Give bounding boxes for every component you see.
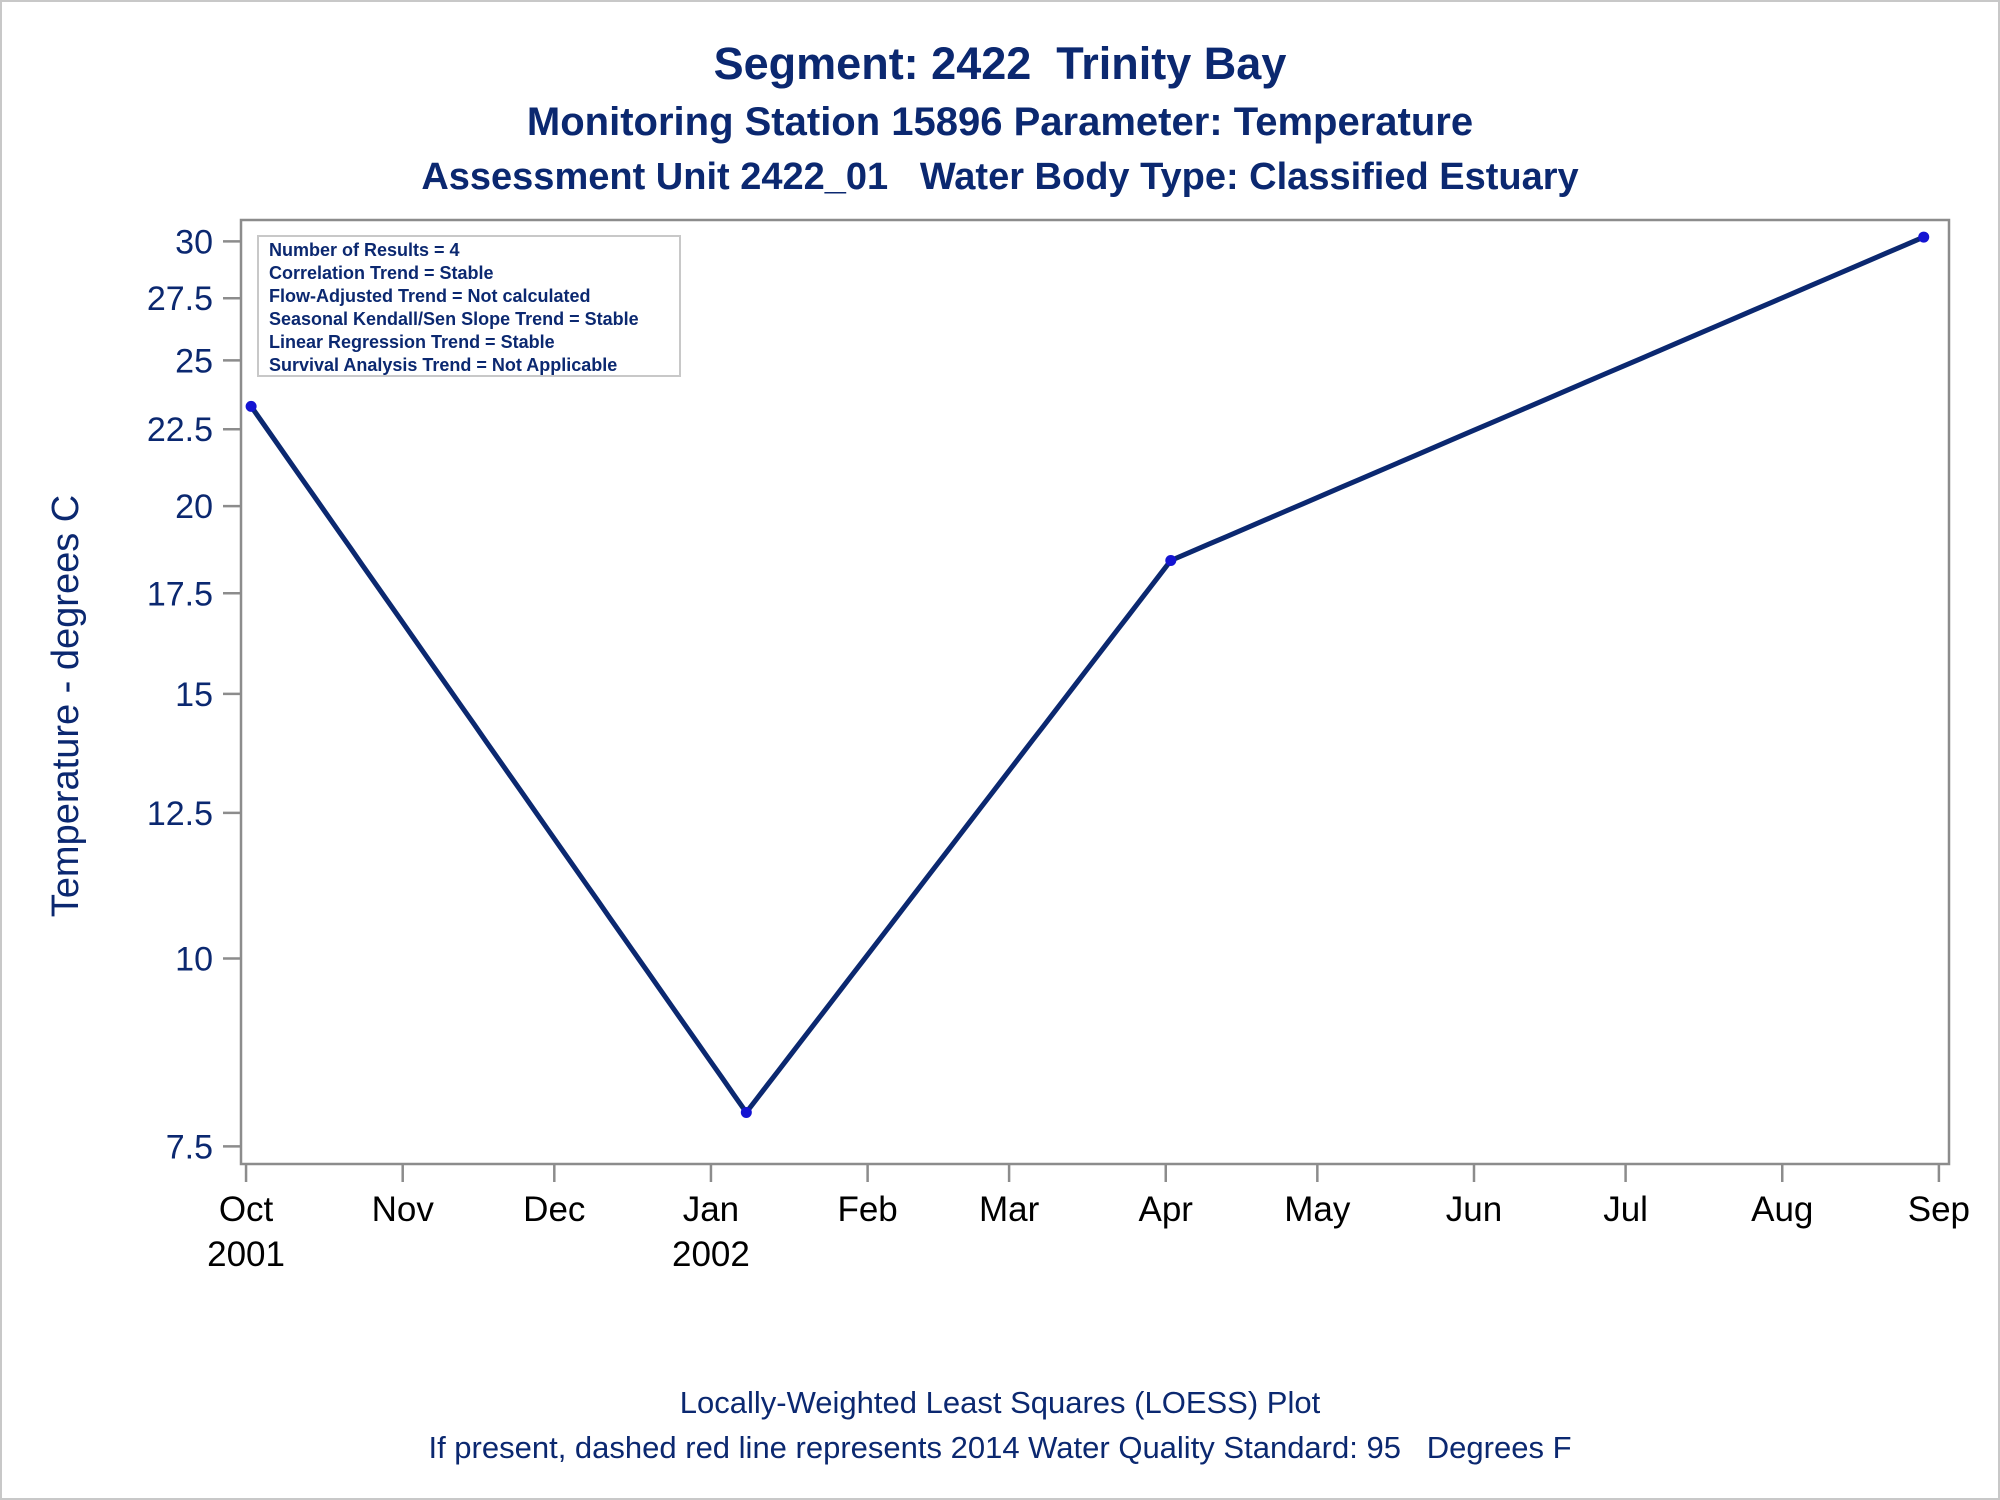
x-tick-label: Dec [523,1190,585,1229]
y-axis: 7.5 10 12.5 15 17.5 20 22.5 25 27.5 30 [147,223,241,1166]
x-tick-label: Feb [837,1190,897,1229]
x-tick-label: Apr [1139,1190,1194,1229]
data-points [245,231,1930,1118]
y-tick-label: 7.5 [166,1128,213,1166]
info-box-line: Seasonal Kendall/Sen Slope Trend = Stabl… [269,309,639,329]
info-box-line: Correlation Trend = Stable [269,263,494,283]
x-tick-label: Sep [1908,1190,1970,1229]
data-point [1165,555,1177,567]
y-tick-label: 10 [175,941,213,979]
y-axis-title: Temperature - degrees C [45,495,87,917]
x-tick-year-label: 2001 [207,1235,285,1274]
x-tick-label: Aug [1751,1190,1813,1229]
chart-subtitle-assessment: Assessment Unit 2422_01 Water Body Type:… [421,156,1579,198]
info-box-line: Survival Analysis Trend = Not Applicable [269,355,617,375]
footnote-standard: If present, dashed red line represents 2… [428,1430,1572,1465]
x-tick-label: Mar [979,1190,1040,1229]
x-tick-label: May [1284,1190,1351,1229]
y-tick-label: 30 [175,223,213,261]
y-tick-label: 27.5 [147,280,213,318]
y-tick-label: 22.5 [147,411,213,449]
y-tick-label: 12.5 [147,795,213,833]
x-tick-label: Oct [219,1190,274,1229]
data-point [245,400,257,412]
loess-curve [248,234,1927,1115]
info-box-line: Number of Results = 4 [269,240,460,260]
info-box-line: Flow-Adjusted Trend = Not calculated [269,286,591,306]
y-tick-label: 20 [175,488,213,526]
chart-title: Segment: 2422 Trinity Bay [713,38,1287,89]
x-tick-year-label: 2002 [672,1235,750,1274]
x-tick-label: Jun [1446,1190,1502,1229]
x-tick-label: Jan [683,1190,739,1229]
x-tick-label: Nov [372,1190,435,1229]
plot-area [239,218,1951,1166]
y-tick-label: 25 [175,342,213,380]
info-box-line: Linear Regression Trend = Stable [269,332,555,352]
trend-info-box: Number of Results = 4 Correlation Trend =… [257,235,681,377]
x-tick-label: Jul [1603,1190,1648,1229]
footnote-method: Locally-Weighted Least Squares (LOESS) P… [679,1385,1321,1420]
info-box-border [257,235,681,377]
y-tick-label: 17.5 [147,575,213,613]
chart-subtitle-station: Monitoring Station 15896 Parameter: Temp… [526,100,1474,144]
data-point [740,1106,752,1118]
data-point [1918,231,1930,243]
y-tick-label: 15 [175,676,213,714]
x-axis: Oct 2001 Nov Dec Jan 2002 Feb Mar Apr May Jun Jul Au… [207,1164,1970,1274]
